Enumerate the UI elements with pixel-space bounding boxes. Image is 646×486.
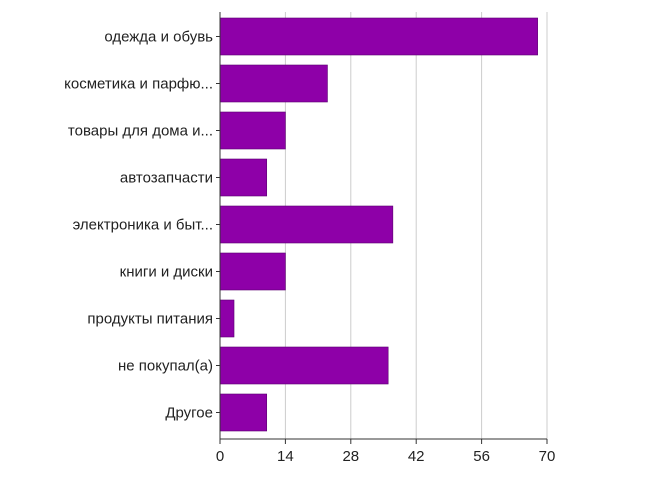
x-tick-label-14: 14 <box>277 448 294 465</box>
bar-4 <box>219 205 394 244</box>
bar-6 <box>219 299 235 338</box>
x-tick-label-0: 0 <box>216 448 224 465</box>
category-labels: одежда и обувь косметика и парфю... товары… <box>64 29 213 422</box>
category-label-0: одежда и обувь <box>104 29 213 46</box>
x-tick-label-42: 42 <box>408 448 425 465</box>
category-label-7: не покупал(а) <box>118 358 213 375</box>
x-tick-label-28: 28 <box>342 448 359 465</box>
category-label-8: Другое <box>165 405 213 422</box>
category-label-5: книги и диски <box>120 264 213 281</box>
bar-5 <box>219 252 286 291</box>
category-label-3: автозапчасти <box>120 170 213 187</box>
bar-0 <box>219 17 538 56</box>
category-label-6: продукты питания <box>87 311 213 328</box>
bar-2 <box>219 111 286 150</box>
category-label-4: электроника и быт... <box>73 217 213 234</box>
bar-8 <box>219 393 268 432</box>
bars-layer <box>219 17 538 432</box>
bar-3 <box>219 158 268 197</box>
x-tick-label-70: 70 <box>539 448 556 465</box>
axis-layer <box>216 12 548 444</box>
bar-7 <box>219 346 389 385</box>
x-tick-label-56: 56 <box>473 448 490 465</box>
category-label-2: товары для дома и... <box>68 123 213 140</box>
bar-1 <box>219 64 328 103</box>
category-label-1: косметика и парфю... <box>64 76 213 93</box>
x-axis-ticks: 0 14 28 42 56 70 <box>216 448 556 465</box>
